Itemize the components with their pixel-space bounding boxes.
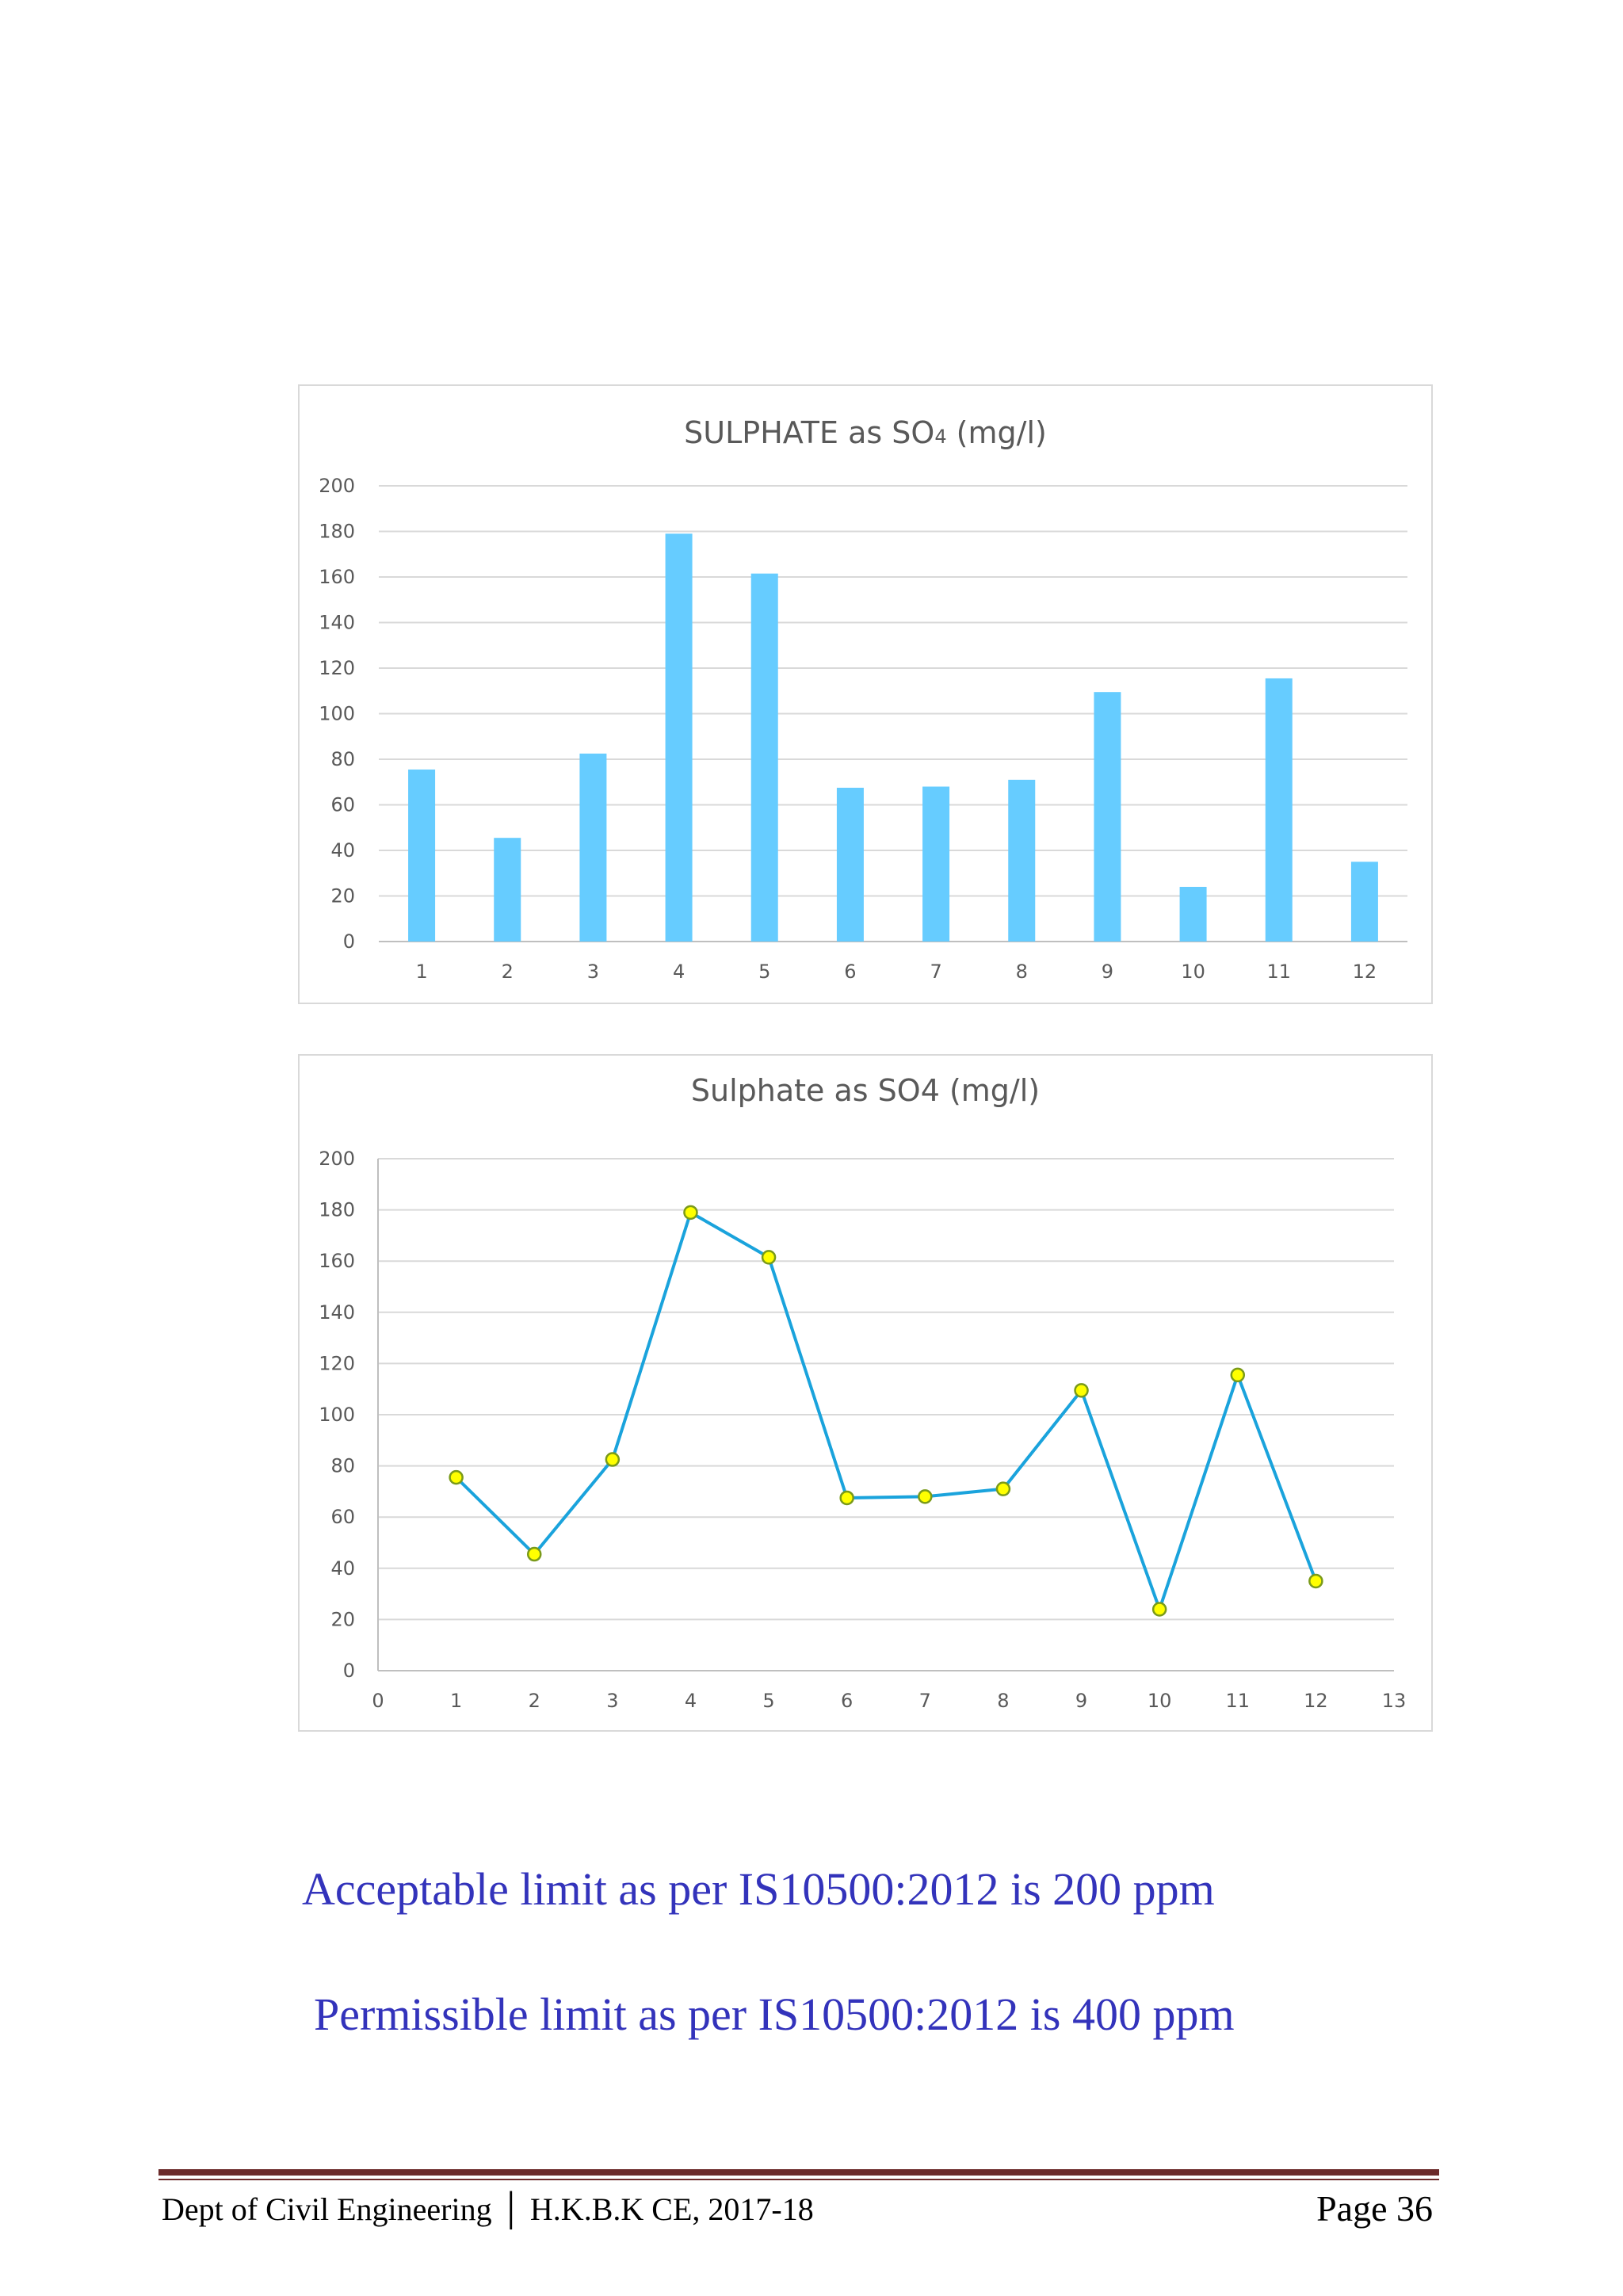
- y-tick-label: 140: [319, 612, 355, 634]
- x-tick-label: 10: [1148, 1690, 1172, 1712]
- x-tick-label: 10: [1181, 961, 1205, 983]
- data-point: [1308, 1573, 1323, 1589]
- data-point: [1230, 1367, 1246, 1383]
- y-tick-label: 160: [319, 1250, 355, 1272]
- bar: [1008, 779, 1036, 942]
- x-tick-label: 1: [450, 1690, 462, 1712]
- bar: [494, 838, 521, 942]
- x-tick-label: 11: [1225, 1690, 1250, 1712]
- line-chart-svg: Sulphate as SO4 (mg/l) 02040608010012014…: [319, 1073, 1407, 1712]
- x-tick-label: 5: [762, 1690, 774, 1712]
- data-point: [995, 1481, 1011, 1496]
- x-tick-label: 8: [1016, 961, 1028, 983]
- y-tick-label: 200: [319, 1148, 355, 1170]
- x-tick-label: 8: [997, 1690, 1009, 1712]
- bar-chart: SULPHATE as SO4 (mg/l) 0 20 40 60 80 100 120 14…: [298, 384, 1433, 1004]
- data-point: [526, 1546, 542, 1562]
- footer-rule: [158, 2169, 1439, 2176]
- x-tick-label: 4: [673, 961, 685, 983]
- x-tick-label: 12: [1304, 1690, 1328, 1712]
- data-point: [761, 1250, 777, 1265]
- y-tick-label: 140: [319, 1301, 355, 1324]
- y-tick-label: 20: [330, 885, 355, 907]
- y-tick-label: 40: [330, 839, 355, 861]
- series-line: [455, 1210, 1318, 1611]
- y-tick-label: 100: [319, 1404, 355, 1426]
- data-point: [1151, 1602, 1167, 1617]
- permissible-limit-note: Permissible limit as per IS10500:2012 is…: [314, 1988, 1235, 2040]
- y-tick-label: 180: [319, 521, 355, 543]
- y-tick-label: 180: [319, 1199, 355, 1221]
- data-point: [683, 1205, 698, 1221]
- footer-department: Dept of Civil Engineering │ H.K.B.K CE, …: [162, 2191, 814, 2227]
- bar: [1179, 887, 1207, 942]
- y-tick-label: 120: [319, 1352, 355, 1374]
- x-tick-label: 11: [1266, 961, 1291, 983]
- x-tick-label: 7: [930, 961, 941, 983]
- data-point: [839, 1490, 854, 1506]
- data-point: [918, 1489, 933, 1504]
- y-tick-label: 60: [330, 1506, 355, 1528]
- bar: [579, 753, 607, 942]
- bar: [1265, 678, 1293, 942]
- bar-chart-svg: SULPHATE as SO4 (mg/l) 02040608010012014…: [319, 415, 1407, 983]
- x-tick-label: 9: [1075, 1690, 1087, 1712]
- x-tick-label: 6: [841, 1690, 853, 1712]
- x-tick-label: 5: [758, 961, 770, 983]
- line-chart: Sulphate as SO4 (mg/l) 0 20 40 60 80 100 120 14…: [298, 1054, 1433, 1732]
- y-tick-label: 20: [330, 1608, 355, 1630]
- x-tick-label: 0: [372, 1690, 384, 1712]
- line-chart-title: Sulphate as SO4 (mg/l): [691, 1073, 1040, 1108]
- y-tick-label: 60: [330, 794, 355, 816]
- y-tick-label: 0: [343, 930, 355, 953]
- x-tick-label: 3: [606, 1690, 618, 1712]
- x-tick-label: 9: [1102, 961, 1113, 983]
- x-tick-label: 3: [587, 961, 599, 983]
- x-tick-label: 2: [502, 961, 514, 983]
- data-point: [449, 1469, 464, 1485]
- bar: [1350, 861, 1378, 942]
- x-tick-label: 2: [529, 1690, 540, 1712]
- bar: [665, 533, 693, 942]
- x-tick-label: 12: [1353, 961, 1377, 983]
- bar: [922, 786, 950, 942]
- footer-rule-thin: [158, 2179, 1439, 2180]
- y-tick-label: 80: [330, 748, 355, 770]
- bar: [836, 787, 864, 942]
- footer-page-number: Page 36: [1316, 2188, 1433, 2229]
- x-tick-label: 13: [1382, 1690, 1407, 1712]
- y-tick-label: 120: [319, 657, 355, 679]
- bar-chart-title: SULPHATE as SO4 (mg/l): [684, 415, 1047, 450]
- y-tick-label: 200: [319, 475, 355, 497]
- x-tick-label: 4: [685, 1690, 697, 1712]
- bar: [408, 769, 436, 942]
- x-tick-label: 6: [844, 961, 856, 983]
- acceptable-limit-note: Acceptable limit as per IS10500:2012 is …: [302, 1863, 1215, 1915]
- x-tick-label: 1: [415, 961, 427, 983]
- data-point: [1074, 1383, 1089, 1398]
- y-tick-label: 80: [330, 1455, 355, 1477]
- y-tick-label: 0: [343, 1660, 355, 1682]
- y-tick-label: 40: [330, 1557, 355, 1580]
- bar: [750, 573, 778, 942]
- x-tick-label: 7: [919, 1690, 931, 1712]
- bar: [1094, 692, 1121, 942]
- data-point: [605, 1452, 621, 1467]
- y-tick-label: 100: [319, 703, 355, 725]
- y-tick-label: 160: [319, 566, 355, 588]
